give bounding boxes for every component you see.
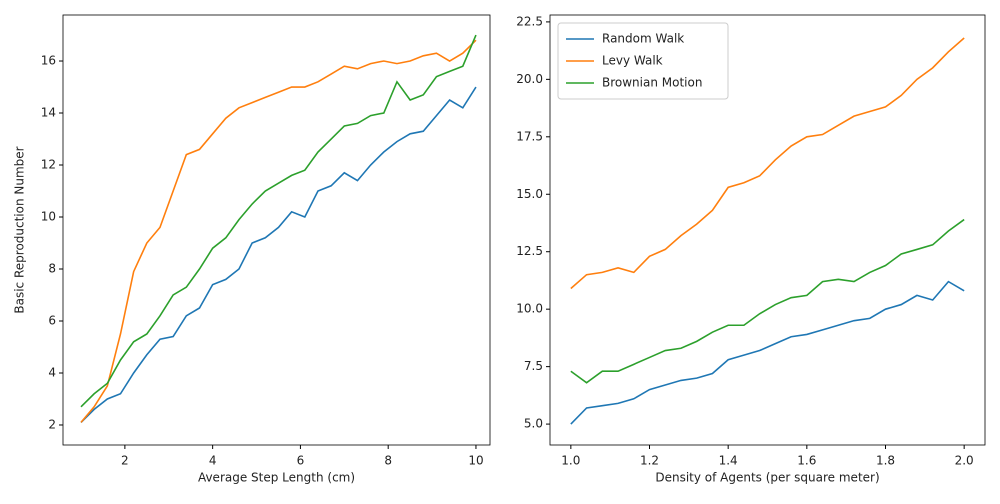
x-tick-label: 1.6 [797,454,816,468]
legend-box [557,22,729,100]
y-tick-label: 17.5 [516,129,543,143]
x-axis-label: Average Step Length (cm) [198,471,355,485]
series-line [80,39,477,423]
y-tick-label: 4 [48,365,56,379]
y-tick-label: 8 [48,261,56,275]
y-tick-label: 12.5 [516,244,543,258]
x-tick-label: 2 [121,454,129,468]
axes-frame [549,14,986,446]
y-tick-label: 5.0 [524,417,543,431]
x-tick-label: 1.8 [876,454,895,468]
series-line [570,37,965,290]
x-axis-label: Density of Agents (per square meter) [655,471,879,485]
series-line [570,218,965,384]
x-tick-label: 2.0 [955,454,974,468]
x-tick-label: 10 [468,454,483,468]
y-tick-label: 20.0 [516,72,543,86]
y-tick-label: 16 [41,54,56,68]
legend-label: Random Walk [602,32,684,46]
y-tick-label: 2 [48,417,56,431]
y-tick-label: 15.0 [516,187,543,201]
x-tick-label: 6 [297,454,305,468]
y-axis-label: Basic Reproduction Number [13,146,27,313]
axes-frame [62,14,491,446]
x-tick-label: 1.0 [561,454,580,468]
x-tick-label: 8 [384,454,392,468]
series-line [570,280,965,425]
y-tick-label: 14 [41,106,56,120]
y-tick-label: 10.0 [516,302,543,316]
y-tick-label: 12 [41,158,56,172]
series-line [80,86,477,423]
x-tick-label: 1.4 [719,454,738,468]
series-line [80,34,477,408]
legend-label: Brownian Motion [602,76,702,90]
y-tick-label: 22.5 [516,14,543,28]
x-tick-label: 4 [209,454,217,468]
legend-label: Levy Walk [602,54,663,68]
x-tick-label: 1.2 [640,454,659,468]
y-tick-label: 7.5 [524,359,543,373]
y-tick-label: 6 [48,313,56,327]
y-tick-label: 10 [41,210,56,224]
